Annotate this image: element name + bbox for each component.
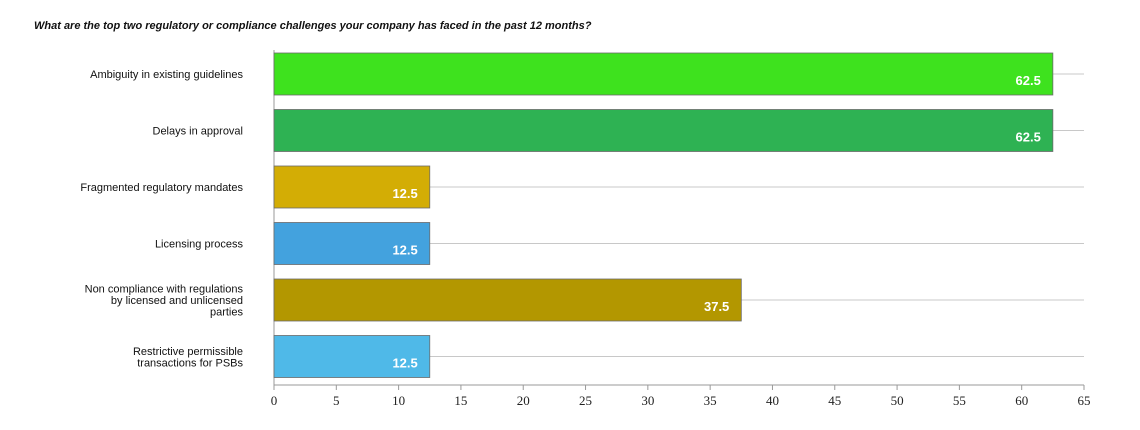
bar [273,278,742,322]
bar-value-label: 12.5 [392,356,417,371]
category-label: Fragmented regulatory mandates [80,182,243,194]
x-tick-label: 35 [704,393,717,408]
category-label-line: Delays in approval [153,126,244,138]
category-label: Ambiguity in existing guidelines [90,69,243,81]
category-label: Non compliance with regulations by licens… [85,284,244,319]
bar-value-label: 12.5 [392,186,417,201]
bar-value-label: 62.5 [1016,130,1041,145]
bars: 62.5 62.5 12.5 12.5 37.5 12.5 [273,52,1054,378]
x-tick-label: 25 [579,393,592,408]
category-labels: Ambiguity in existing guidelines Delays i… [80,69,243,369]
x-tick-label: 65 [1078,393,1091,408]
category-label-line: parties [210,307,244,319]
bar [273,109,1054,152]
x-tick-label: 40 [766,393,779,408]
category-label-line: Non compliance with regulations [85,284,244,296]
x-tick-label: 20 [517,393,530,408]
x-tick-label: 60 [1015,393,1028,408]
category-label-line: by licensed and unlicensed [111,295,243,307]
category-label: Licensing process [155,239,244,251]
category-label-line: Ambiguity in existing guidelines [90,69,243,81]
x-tick-label: 50 [891,393,904,408]
bar-value-label: 37.5 [704,299,729,314]
x-tick-label: 15 [454,393,467,408]
bar [273,335,431,378]
x-tick-label: 30 [641,393,654,408]
bar-value-label: 62.5 [1016,73,1041,88]
bar [273,52,1054,96]
x-tick-label: 0 [271,393,278,408]
bar [273,165,431,209]
x-tick-label: 5 [333,393,340,408]
chart-title: What are the top two regulatory or compl… [34,20,592,32]
category-label-line: Fragmented regulatory mandates [80,182,243,194]
x-tick-label: 10 [392,393,405,408]
x-tick-label: 45 [828,393,841,408]
bar-value-label: 12.5 [392,243,417,258]
bar [273,222,431,265]
category-label: Restrictive permissible transactions for … [133,346,244,370]
x-tick-label: 55 [953,393,966,408]
category-label-line: transactions for PSBs [137,357,243,369]
category-label-line: Restrictive permissible [133,346,243,358]
category-label: Delays in approval [153,126,244,138]
category-label-line: Licensing process [155,239,244,251]
x-axis: 0 5 10 15 20 25 30 35 40 45 50 55 60 65 [271,50,1091,408]
